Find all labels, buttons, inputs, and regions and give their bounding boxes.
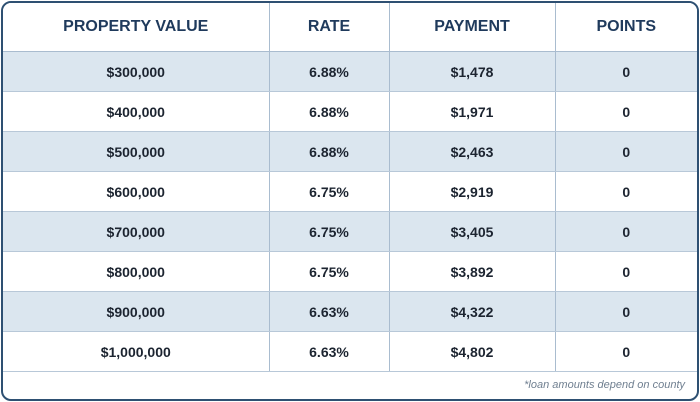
cell-property-value: $400,000 xyxy=(3,91,270,132)
header-rate: RATE xyxy=(269,3,390,52)
footnote: *loan amounts depend on county xyxy=(524,379,685,391)
cell-rate: 6.88% xyxy=(269,131,390,172)
cell-property-value: $1,000,000 xyxy=(3,331,270,372)
cell-rate: 6.75% xyxy=(269,211,390,252)
cell-points: 0 xyxy=(555,51,697,92)
cell-rate: 6.75% xyxy=(269,171,390,212)
table-row: $300,000 6.88% $1,478 0 xyxy=(3,51,697,92)
cell-property-value: $700,000 xyxy=(3,211,270,252)
cell-payment: $2,463 xyxy=(389,131,556,172)
table-row: $800,000 6.75% $3,892 0 xyxy=(3,251,697,292)
cell-points: 0 xyxy=(555,211,697,252)
cell-payment: $3,892 xyxy=(389,251,556,292)
table-header-row: PROPERTY VALUE RATE PAYMENT POINTS xyxy=(3,3,697,52)
table-row: $500,000 6.88% $2,463 0 xyxy=(3,131,697,172)
table-row: $600,000 6.75% $2,919 0 xyxy=(3,171,697,212)
cell-rate: 6.63% xyxy=(269,291,390,332)
cell-rate: 6.63% xyxy=(269,331,390,372)
cell-rate: 6.75% xyxy=(269,251,390,292)
header-payment: PAYMENT xyxy=(389,3,556,52)
cell-points: 0 xyxy=(555,171,697,212)
cell-property-value: $500,000 xyxy=(3,131,270,172)
cell-property-value: $300,000 xyxy=(3,51,270,92)
table-row: $700,000 6.75% $3,405 0 xyxy=(3,211,697,252)
cell-points: 0 xyxy=(555,331,697,372)
table-row: $900,000 6.63% $4,322 0 xyxy=(3,291,697,332)
cell-property-value: $600,000 xyxy=(3,171,270,212)
cell-payment: $1,478 xyxy=(389,51,556,92)
cell-property-value: $800,000 xyxy=(3,251,270,292)
cell-property-value: $900,000 xyxy=(3,291,270,332)
table-row: $1,000,000 6.63% $4,802 0 xyxy=(3,331,697,372)
cell-payment: $2,919 xyxy=(389,171,556,212)
header-property-value: PROPERTY VALUE xyxy=(3,3,270,52)
cell-rate: 6.88% xyxy=(269,91,390,132)
cell-points: 0 xyxy=(555,251,697,292)
header-points: POINTS xyxy=(555,3,697,52)
rate-table: PROPERTY VALUE RATE PAYMENT POINTS $300,… xyxy=(3,3,697,372)
cell-payment: $3,405 xyxy=(389,211,556,252)
cell-points: 0 xyxy=(555,91,697,132)
cell-points: 0 xyxy=(555,291,697,332)
cell-payment: $4,802 xyxy=(389,331,556,372)
cell-payment: $1,971 xyxy=(389,91,556,132)
cell-payment: $4,322 xyxy=(389,291,556,332)
cell-points: 0 xyxy=(555,131,697,172)
table-row: $400,000 6.88% $1,971 0 xyxy=(3,91,697,132)
cell-rate: 6.88% xyxy=(269,51,390,92)
